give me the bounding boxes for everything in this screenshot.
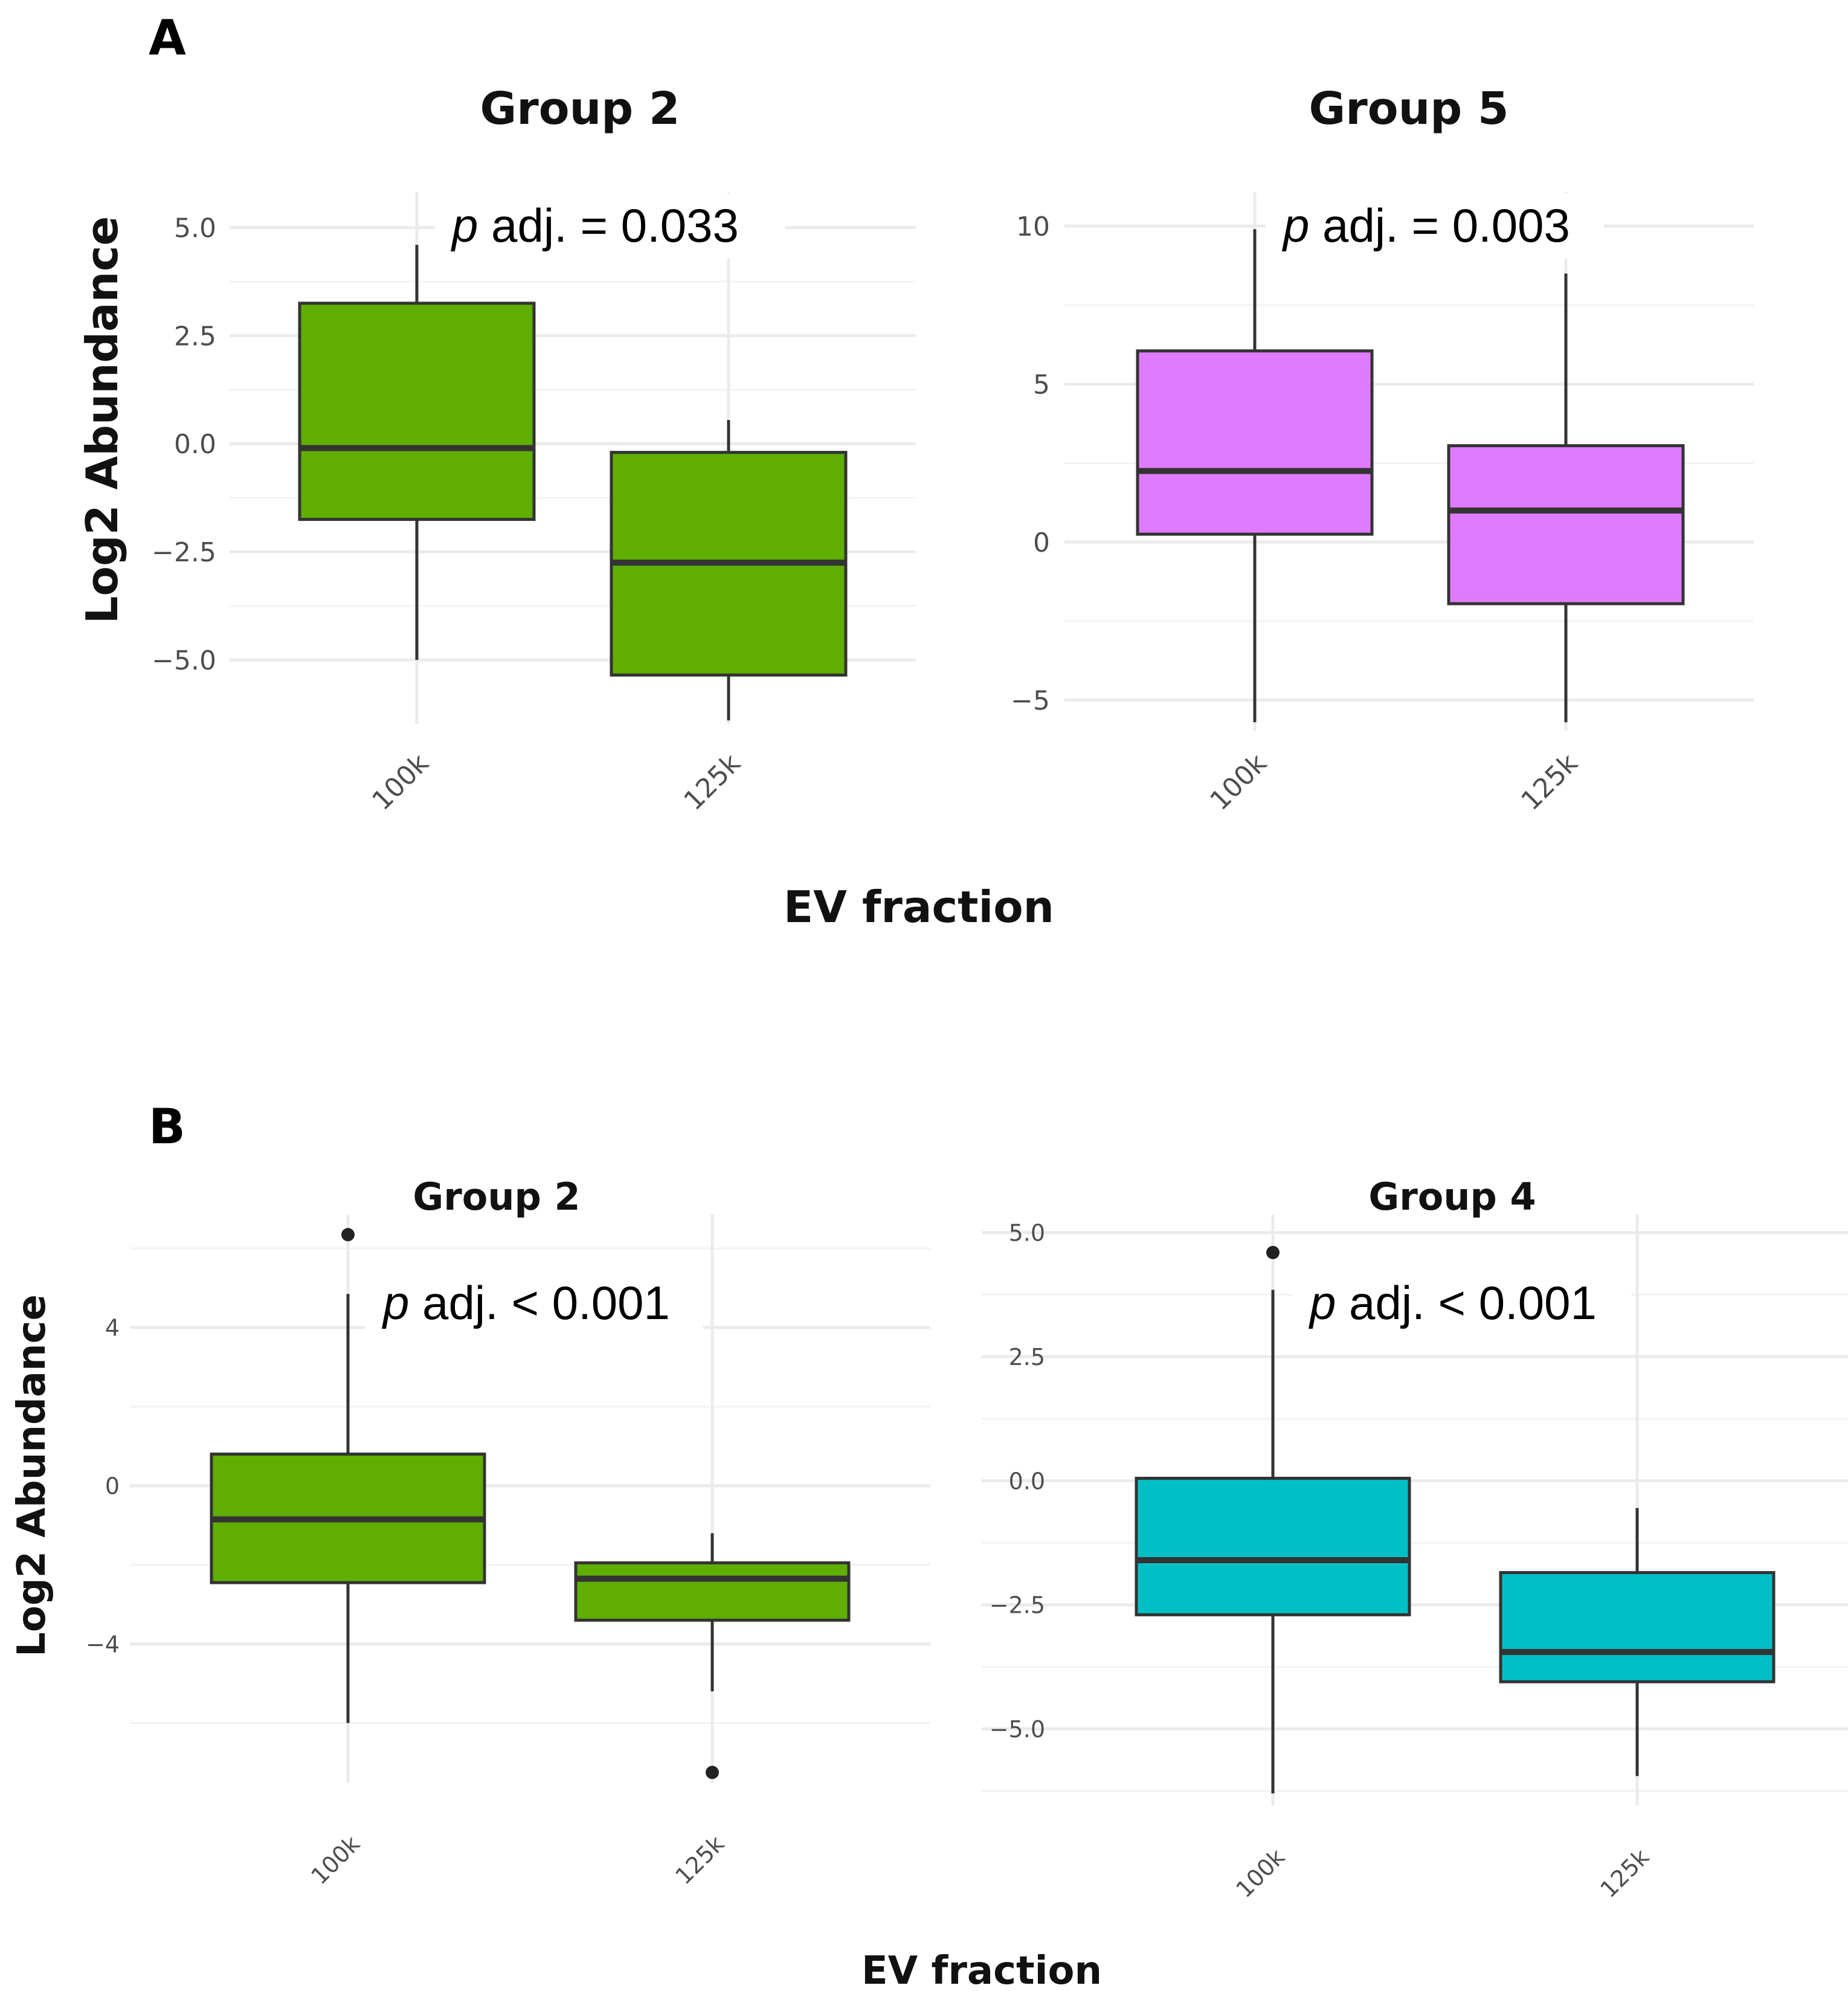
y-tick-label: 10 xyxy=(1016,211,1050,242)
y-tick-label: 0.0 xyxy=(174,429,216,460)
p-symbol: p xyxy=(382,1276,409,1329)
annotation-background xyxy=(365,1271,703,1336)
y-tick-label: −5 xyxy=(1011,685,1050,716)
box-100k xyxy=(210,1228,486,1723)
y-tick-label: 0 xyxy=(105,1473,120,1500)
panel-label-b: B xyxy=(149,1099,185,1155)
y-axis-title-b: Log2 Abundance xyxy=(10,1294,54,1657)
y-tick-label: −2.5 xyxy=(990,1592,1045,1619)
chart-title: Group 4 xyxy=(1368,1175,1536,1219)
chart-title: Group 2 xyxy=(413,1175,580,1219)
chart-title: Group 5 xyxy=(1309,83,1509,135)
y-tick-label: 4 xyxy=(105,1315,120,1341)
outlier-point xyxy=(706,1766,719,1780)
outlier-point xyxy=(341,1228,355,1242)
p-value-annotation: p adj. = 0.033 xyxy=(451,199,739,252)
annotation-background xyxy=(1266,193,1604,259)
box-125k xyxy=(610,420,848,721)
y-axis-title-a: Log2 Abundance xyxy=(77,216,127,624)
y-tick-label: −2.5 xyxy=(152,537,216,568)
y-tick-label: −5.0 xyxy=(152,645,216,676)
box-100k xyxy=(1136,229,1374,723)
y-tick-label: 5.0 xyxy=(1009,1220,1045,1247)
y-tick-label: −5.0 xyxy=(990,1716,1045,1743)
box-iqr xyxy=(1135,1477,1411,1616)
p-value-text: adj. < 0.001 xyxy=(409,1276,670,1329)
y-tick-label: 2.5 xyxy=(1009,1344,1045,1370)
y-tick-label: 5 xyxy=(1033,369,1050,400)
annotation-background xyxy=(435,193,785,259)
box-100k xyxy=(298,245,536,660)
p-value-text: adj. = 0.003 xyxy=(1309,199,1570,252)
y-tick-label: 2.5 xyxy=(174,321,216,352)
box-iqr xyxy=(1136,349,1374,536)
box-100k xyxy=(1135,1245,1411,1793)
box-iqr xyxy=(1499,1571,1776,1683)
box-125k xyxy=(574,1533,851,1780)
p-symbol: p xyxy=(1282,199,1309,252)
box-125k xyxy=(1499,1508,1776,1776)
outlier-point xyxy=(1266,1245,1280,1259)
y-tick-label: 5.0 xyxy=(174,213,216,244)
box-125k xyxy=(1447,273,1685,723)
box-iqr xyxy=(298,302,536,521)
chart-title: Group 2 xyxy=(480,83,680,135)
box-iqr xyxy=(574,1561,851,1622)
p-value-annotation: p adj. < 0.001 xyxy=(1309,1276,1597,1329)
y-tick-label: 0.0 xyxy=(1009,1468,1045,1494)
annotation-background xyxy=(1293,1271,1631,1336)
p-value-annotation: p adj. = 0.003 xyxy=(1282,199,1570,252)
p-value-text: adj. < 0.001 xyxy=(1336,1276,1597,1329)
y-tick-label: −4 xyxy=(86,1631,120,1657)
p-symbol: p xyxy=(1309,1276,1336,1329)
x-axis-title-b: EV fraction xyxy=(861,1949,1102,1991)
y-tick-label: 0 xyxy=(1033,528,1050,558)
x-axis-title-a: EV fraction xyxy=(784,882,1054,932)
panel-label-a: A xyxy=(149,10,186,66)
p-symbol: p xyxy=(451,199,478,252)
p-value-text: adj. = 0.033 xyxy=(478,199,739,252)
box-iqr xyxy=(1447,444,1685,605)
p-value-annotation: p adj. < 0.001 xyxy=(382,1276,670,1329)
